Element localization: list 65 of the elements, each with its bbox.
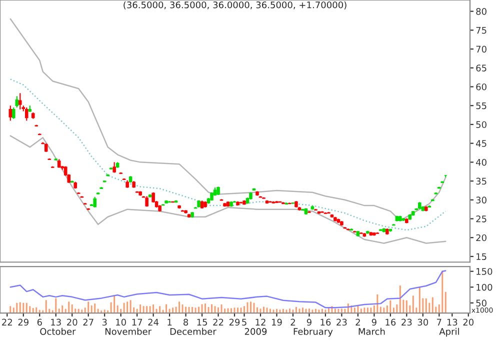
candlestick: [18, 92, 22, 110]
y-tick-label: 25: [476, 215, 486, 222]
text: October: [40, 328, 76, 335]
y-tick-label: 65: [476, 64, 486, 72]
x-tick-label: 22: [2, 318, 12, 326]
y-tick-label: 150: [476, 268, 492, 275]
y-tick-label: 20: [476, 234, 486, 242]
y-tick-label: 40: [476, 158, 486, 166]
y-tick-label: 50: [476, 300, 486, 306]
x-tick-label: 13: [51, 318, 61, 326]
x-tick-label: 30: [418, 318, 428, 326]
x-tick-label: 17: [132, 318, 142, 326]
candlestick: [8, 105, 12, 122]
y-tick-label: 15: [476, 253, 486, 260]
y-tick-label: 35: [476, 178, 486, 185]
x-tick-label: 2: [290, 318, 295, 326]
x-tick-label: 3: [102, 318, 107, 326]
x-tick-label: 27: [83, 318, 94, 326]
x-tick-label: 12: [256, 318, 266, 326]
x-tick-label: 29: [18, 318, 28, 326]
x-tick-label: 24: [148, 318, 159, 326]
x-tick-label: 7: [437, 318, 442, 326]
text: March: [358, 328, 385, 335]
x-tick-label: 20: [67, 318, 78, 326]
x-tick-label: 2: [356, 318, 360, 326]
y-tick-label: 50: [476, 121, 486, 128]
x-tick-label: 5: [242, 318, 246, 326]
text: December: [170, 328, 216, 335]
text: February: [294, 328, 333, 337]
line-series: [10, 135, 446, 244]
y-tick-label: 100: [476, 284, 492, 291]
y-tick-label: 75: [476, 27, 486, 34]
x-tick-label: 15: [197, 318, 207, 326]
x-tick-label: 23: [336, 318, 347, 326]
text: April: [439, 328, 459, 337]
x-tick-label: 9: [306, 318, 312, 326]
x-tick-label: 20: [463, 318, 474, 326]
x-tick-label: 23: [402, 318, 412, 326]
y-tick-label: 30: [476, 196, 486, 204]
y-tick-label: 45: [476, 140, 486, 147]
candlestick: [15, 96, 19, 108]
x-tick-label: 8: [184, 318, 188, 326]
text: November: [105, 328, 152, 335]
x-tick-label: 16: [386, 318, 396, 326]
x-tick-label: 13: [447, 318, 458, 326]
x-tick-label: 16: [320, 318, 331, 326]
x-tick-label: 1: [168, 318, 172, 326]
x-tick-label: 29: [229, 318, 240, 326]
line-series: [10, 78, 446, 231]
x-tick-label: 19: [272, 318, 282, 326]
x-tick-label: 22: [213, 318, 224, 326]
candlestick: [93, 196, 96, 208]
line-series: [10, 18, 446, 222]
candlestick: [12, 106, 16, 120]
y-tick-label: 60: [476, 83, 486, 90]
y-tick-label: 70: [476, 46, 486, 53]
y-tick-label: 55: [476, 102, 486, 110]
candlestick: [24, 106, 28, 122]
x-tick-label: 10: [116, 318, 126, 326]
y-tick-label: 80: [476, 8, 486, 15]
chart-title: (36.5000, 36.5000, 36.0000, 36.5000, +1.70000): [124, 1, 346, 10]
line-series: [10, 270, 446, 308]
x-tick-label: 6: [37, 318, 42, 326]
text: 2009: [244, 328, 267, 335]
x-tick-label: 9: [372, 318, 376, 326]
